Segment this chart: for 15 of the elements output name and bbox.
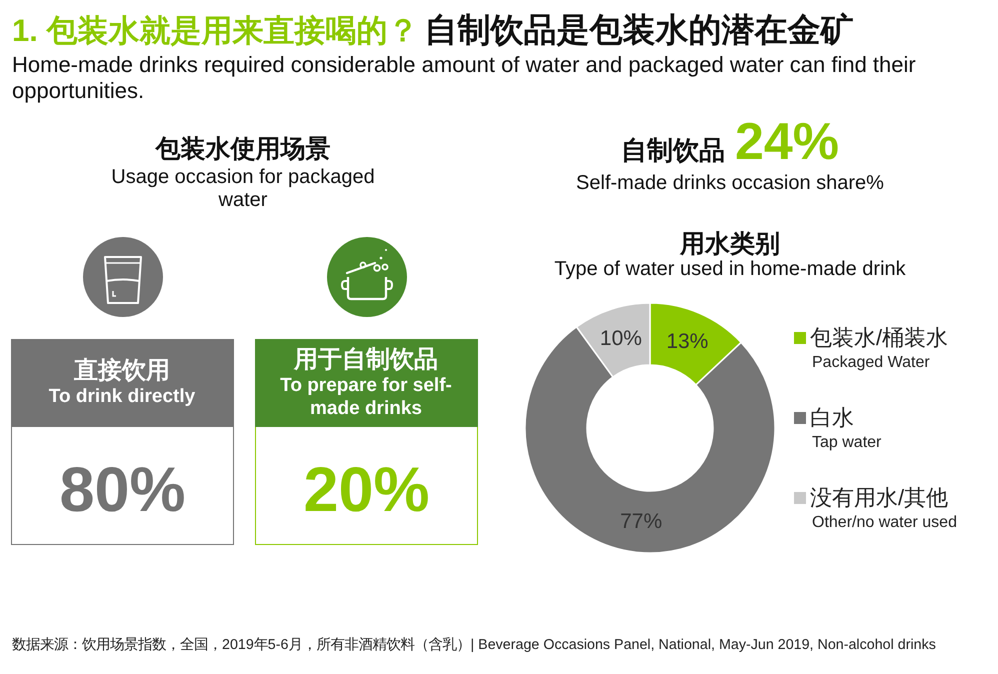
text: 1. 包装水就是用来直接喝的？ (12, 13, 418, 48)
source-note: 数据来源：饮用场景指数，全国，2019年5-6月，所有非酒精饮料（含乳）| Beverage Occasions Panel, National, May-Jun 2019, Non-alcohol drinks (12, 636, 936, 654)
legend-label: 没有用水/其他 Other/no water used (810, 484, 957, 533)
data-label: 24% (734, 113, 840, 171)
chart-title: 用水类别 (678, 229, 781, 259)
text: 自制饮品 (620, 134, 725, 167)
text: 自制饮品是包装水的潜在金矿 (424, 11, 854, 48)
text: Home-made drinks required considerable amount of water and packaged water can find their opportunities. (12, 52, 917, 104)
data-label: 10% (600, 327, 642, 350)
legend-label: 包装水/桶装水 Packaged Water (810, 324, 948, 373)
chart-subtitle: Type of water used in home-made drink (553, 258, 907, 281)
text: Self-made drinks occasion share% (575, 172, 885, 195)
data-label: 77% (620, 510, 662, 534)
legend-label: 白水 Tap water (810, 404, 882, 453)
data-label: 13% (666, 330, 708, 354)
